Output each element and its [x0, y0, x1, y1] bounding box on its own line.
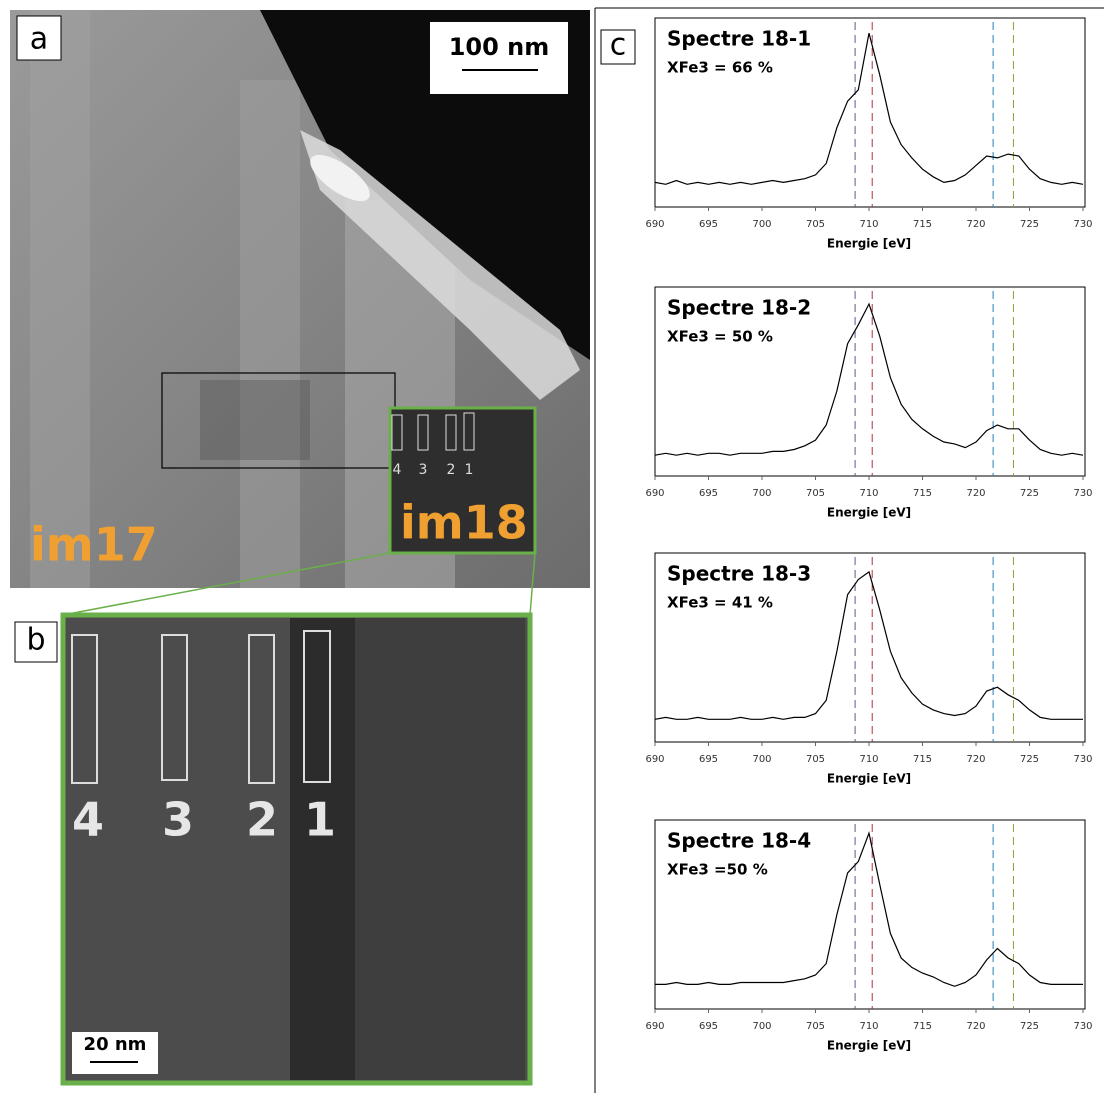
image-a [10, 10, 590, 616]
x-tick-label: 690 [645, 1021, 664, 1032]
chart-subtitle: XFe3 = 41 % [667, 594, 773, 612]
x-tick-label: 730 [1073, 754, 1092, 765]
box-label: 2 [447, 462, 456, 478]
box-label: 2 [246, 793, 278, 847]
x-tick-label: 710 [859, 754, 878, 765]
x-tick-label: 705 [806, 219, 825, 230]
x-tick-label: 710 [859, 219, 878, 230]
box-label: 1 [304, 793, 336, 847]
x-tick-label: 725 [1020, 488, 1039, 499]
x-tick-label: 690 [645, 219, 664, 230]
x-tick-label: 695 [699, 754, 718, 765]
x-tick-label: 715 [913, 488, 932, 499]
x-tick-label: 725 [1020, 1021, 1039, 1032]
x-axis-label: Energie [eV] [827, 237, 911, 251]
x-tick-label: 720 [966, 754, 985, 765]
panel-label-box [600, 29, 636, 65]
chart-subtitle: XFe3 = 50 % [667, 328, 773, 346]
x-tick-label: 720 [966, 1021, 985, 1032]
box-label: 1 [465, 462, 474, 478]
scale-bar-label: 100 nm [449, 33, 550, 61]
chart-title: Spectre 18-2 [667, 296, 811, 320]
image-label: im18 [400, 496, 528, 550]
box-label: 4 [393, 462, 402, 478]
x-tick-label: 725 [1020, 754, 1039, 765]
box-label: 4 [72, 793, 104, 847]
image-b [14, 612, 533, 1086]
x-tick-label: 710 [859, 488, 878, 499]
x-tick-label: 700 [752, 1021, 771, 1032]
x-tick-label: 690 [645, 754, 664, 765]
chart-title: Spectre 18-3 [667, 562, 811, 586]
box-label: 3 [419, 462, 428, 478]
spectrum-line [654, 570, 1083, 720]
chart-subtitle: XFe3 = 66 % [667, 59, 773, 77]
panel-label: a [30, 22, 48, 57]
x-tick-label: 695 [699, 1021, 718, 1032]
spectrum-line [655, 831, 1083, 987]
spectrum-line [654, 302, 1084, 456]
x-tick-label: 730 [1073, 488, 1092, 499]
x-tick-label: 695 [699, 488, 718, 499]
x-tick-label: 715 [913, 1021, 932, 1032]
x-tick-label: 720 [966, 488, 985, 499]
x-tick-label: 700 [752, 488, 771, 499]
x-tick-label: 705 [806, 1021, 825, 1032]
x-tick-label: 700 [752, 219, 771, 230]
x-tick-label: 705 [806, 488, 825, 499]
x-tick-label: 690 [645, 488, 664, 499]
plot-frame [654, 552, 1086, 743]
x-tick-label: 715 [913, 754, 932, 765]
panel-label: b [26, 623, 45, 658]
x-axis-label: Energie [eV] [827, 506, 911, 520]
chart-subtitle: XFe3 =50 % [667, 861, 768, 879]
x-tick-label: 715 [913, 219, 932, 230]
plot-frame [654, 286, 1086, 477]
x-axis-label: Energie [eV] [827, 1039, 911, 1053]
x-tick-label: 730 [1073, 219, 1092, 230]
chart-title: Spectre 18-4 [667, 829, 811, 853]
x-tick-label: 725 [1020, 219, 1039, 230]
x-tick-label: 700 [752, 754, 771, 765]
scale-bar-label: 20 nm [84, 1034, 147, 1055]
box-label: 3 [162, 793, 194, 847]
panel-label: c [610, 28, 627, 63]
plot-frame [654, 17, 1086, 208]
chart-title: Spectre 18-1 [667, 27, 811, 51]
x-tick-label: 695 [699, 219, 718, 230]
x-tick-label: 720 [966, 219, 985, 230]
x-axis-label: Energie [eV] [827, 772, 911, 786]
x-tick-label: 710 [859, 1021, 878, 1032]
x-tick-label: 730 [1073, 1021, 1092, 1032]
plot-frame [654, 819, 1086, 1010]
image-label: im17 [30, 518, 158, 572]
x-tick-label: 705 [806, 754, 825, 765]
spectrum-line [654, 32, 1084, 185]
